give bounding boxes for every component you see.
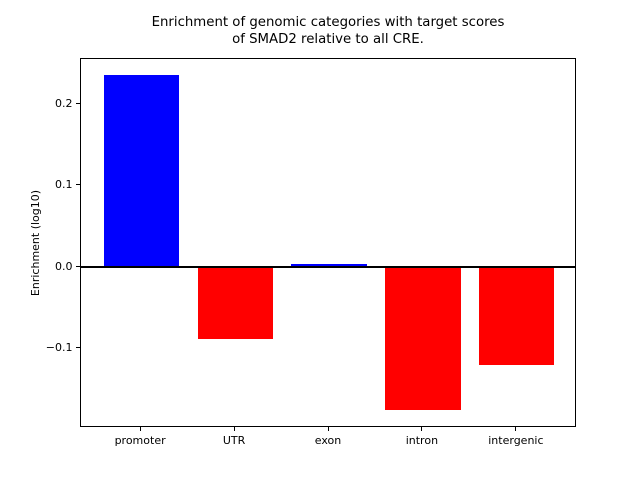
- x-tick-mark: [139, 427, 141, 431]
- y-tick-label: −0.1: [45, 340, 73, 354]
- y-tick-mark: [76, 346, 80, 348]
- x-tick-mark: [327, 427, 329, 431]
- x-tick-label-intergenic: intergenic: [488, 434, 544, 447]
- bar-intergenic: [479, 267, 555, 366]
- chart-title-line-2: of SMAD2 relative to all CRE.: [232, 31, 424, 47]
- y-tick-label: 0.1: [55, 178, 73, 192]
- y-tick-mark: [76, 103, 80, 104]
- y-tick-label: 0.2: [55, 97, 73, 110]
- bar-promoter: [103, 75, 179, 268]
- y-tick-mark: [76, 184, 80, 186]
- x-tick-mark: [421, 427, 423, 431]
- x-tick-label-intron: intron: [405, 434, 439, 447]
- x-tick-label-promoter: promoter: [114, 434, 166, 447]
- bar-intron: [385, 267, 461, 411]
- x-tick-label-UTR: UTR: [222, 434, 246, 447]
- bar-exon: [291, 263, 367, 268]
- x-tick-mark: [233, 427, 235, 431]
- chart-title-line-1: Enrichment of genomic categories with ta…: [151, 15, 505, 30]
- x-tick-label-exon: exon: [314, 434, 342, 447]
- zero-line: [81, 266, 575, 269]
- y-tick-label: 0.0: [55, 259, 73, 273]
- x-tick-mark: [515, 427, 517, 431]
- chart-title: Enrichment of genomic categories with ta…: [80, 15, 576, 48]
- plot-area: [80, 58, 576, 427]
- bar-UTR: [197, 267, 273, 340]
- y-tick-mark: [76, 265, 80, 267]
